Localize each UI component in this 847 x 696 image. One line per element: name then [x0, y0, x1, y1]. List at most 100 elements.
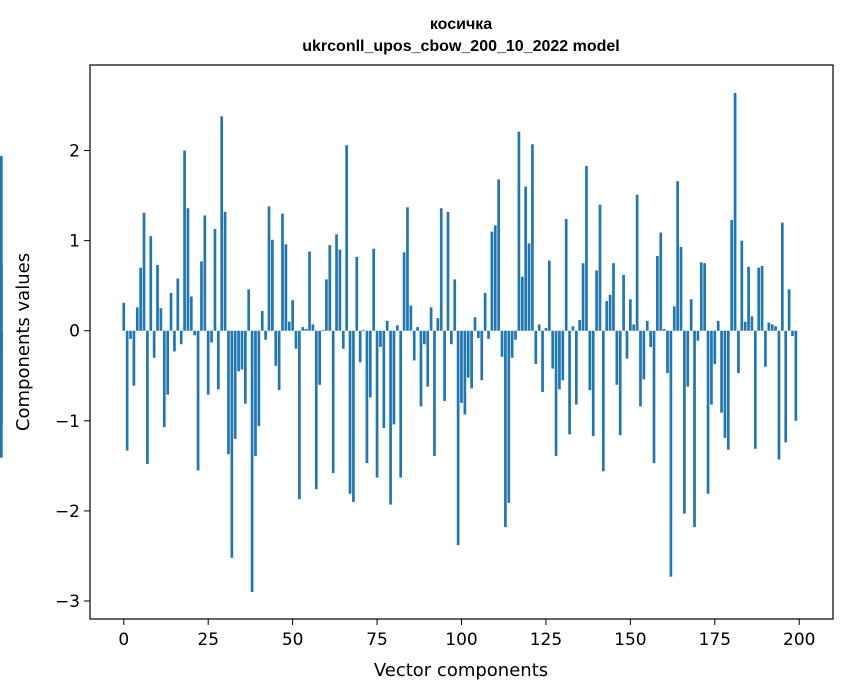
bar [480, 330, 484, 381]
y-tick-label: 1 [69, 232, 80, 252]
bar [281, 213, 284, 331]
y-tick-label: −3 [55, 592, 80, 612]
bar [341, 330, 345, 349]
bar [213, 228, 217, 331]
bar [152, 330, 156, 358]
bar [210, 330, 213, 343]
bar [598, 204, 602, 331]
bar [531, 144, 534, 331]
bar [382, 330, 386, 429]
bar [433, 330, 436, 456]
bar [291, 300, 294, 331]
bar [325, 279, 328, 331]
bar [298, 330, 301, 500]
bar [149, 236, 153, 331]
bar [558, 330, 561, 390]
bar [392, 330, 396, 425]
bar [743, 321, 747, 331]
bar [216, 330, 220, 390]
bar [507, 330, 511, 503]
x-tick-label: 0 [118, 630, 129, 650]
bar [561, 330, 565, 381]
bar [669, 330, 673, 577]
bar [520, 276, 524, 331]
bar [740, 240, 744, 331]
bar [706, 330, 710, 494]
bar [453, 279, 457, 331]
bar [240, 330, 244, 370]
bar [379, 330, 382, 347]
bar [230, 330, 234, 558]
bar [571, 326, 575, 331]
bar [0, 330, 3, 458]
bar [723, 330, 727, 438]
bar [666, 330, 669, 374]
bar [220, 116, 224, 331]
bar [794, 330, 798, 421]
bar [625, 330, 629, 359]
bar [443, 330, 446, 401]
bar [487, 330, 490, 339]
bar [463, 330, 467, 415]
bar [368, 330, 372, 398]
bar [308, 251, 311, 331]
bar [352, 330, 355, 502]
bar [301, 327, 305, 331]
bar [534, 330, 538, 365]
bar [689, 299, 693, 331]
bar [264, 330, 267, 340]
bar [767, 322, 771, 331]
bar [635, 194, 639, 331]
bar [287, 321, 291, 331]
bar [683, 330, 686, 514]
bar [193, 330, 197, 336]
bar [791, 330, 794, 337]
bar [581, 263, 585, 331]
bar [490, 231, 494, 331]
bar [493, 225, 497, 331]
bar [473, 317, 477, 331]
bar [162, 330, 166, 428]
bar [753, 330, 757, 449]
bar [524, 186, 528, 331]
bar [203, 215, 207, 331]
bar [696, 330, 700, 341]
bar [436, 318, 440, 331]
bar [547, 260, 551, 331]
plot-frame [89, 64, 834, 620]
bar [129, 330, 132, 339]
bar [483, 292, 487, 331]
bar [605, 301, 609, 331]
bar [629, 299, 632, 331]
bar [676, 181, 679, 331]
bar [335, 234, 338, 331]
x-tick-label: 25 [197, 630, 219, 650]
bar [645, 320, 649, 331]
y-tick-label: 2 [69, 142, 80, 162]
bar [510, 330, 514, 358]
bar [348, 330, 352, 494]
bar [200, 261, 203, 331]
bar [750, 316, 754, 331]
y-axis-label: Components values [13, 253, 34, 431]
bar [585, 165, 588, 331]
bar [757, 267, 761, 331]
bar [186, 208, 190, 331]
bar [399, 330, 403, 478]
bar [578, 319, 582, 331]
bar [159, 308, 163, 331]
bar [504, 330, 507, 528]
bar [541, 330, 544, 392]
bar [649, 330, 652, 347]
bar [622, 274, 625, 331]
bar [132, 330, 136, 386]
bar [304, 328, 308, 331]
bar [595, 270, 598, 331]
bar [703, 263, 707, 331]
bar [314, 330, 318, 490]
y-tick-label: −1 [55, 412, 80, 432]
bar [679, 246, 683, 331]
bar [446, 211, 450, 331]
x-tick-label: 175 [699, 630, 731, 650]
bar [237, 330, 240, 372]
